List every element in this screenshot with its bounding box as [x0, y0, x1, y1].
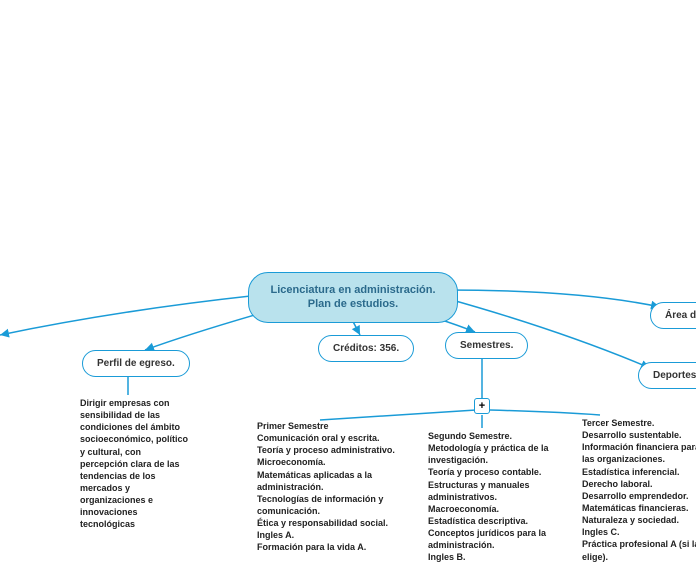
block-sem1: Primer Semestre Comunicación oral y escr… — [257, 420, 397, 554]
node-deportes[interactable]: Deportes y a — [638, 362, 696, 389]
root-line2: Plan de estudios. — [308, 298, 398, 310]
node-area[interactable]: Área de d — [650, 302, 696, 329]
expand-button[interactable]: + — [474, 398, 490, 414]
block-dirigir: Dirigir empresas con sensibilidad de las… — [80, 397, 190, 531]
node-perfil[interactable]: Perfil de egreso. — [82, 350, 190, 377]
root-node: Licenciatura en administración. Plan de … — [248, 272, 458, 323]
root-line1: Licenciatura en administración. — [270, 284, 435, 296]
block-sem2: Segundo Semestre. Metodología y práctica… — [428, 430, 558, 564]
node-semestres[interactable]: Semestres. — [445, 332, 528, 359]
block-sem3: Tercer Semestre. Desarrollo sustentable.… — [582, 417, 696, 563]
node-creditos[interactable]: Créditos: 356. — [318, 335, 414, 362]
